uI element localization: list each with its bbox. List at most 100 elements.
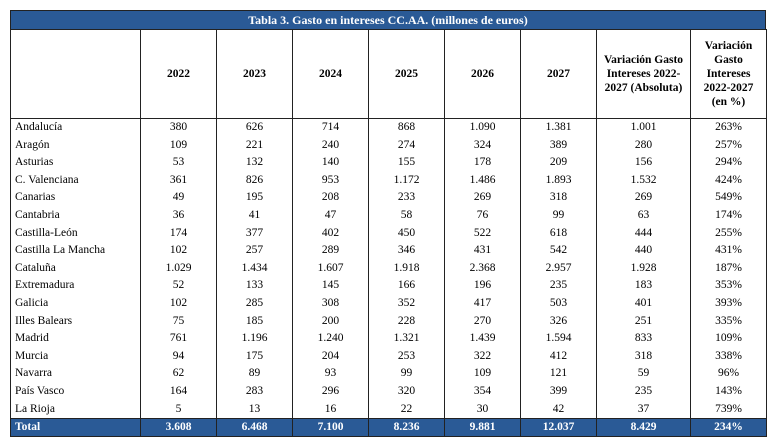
value-cell: 93 [292,365,369,383]
value-cell: 549% [690,189,767,207]
table-row: Andalucía 380 626 714 868 1.090 1.381 1.001 263% [10,118,767,137]
header-cell: 2022 [140,29,217,119]
value-cell: 269 [596,189,691,207]
header-cell: Variación Gasto Intereses 2022-2027 (Abs… [596,29,691,119]
value-cell: 251 [596,312,691,331]
value-cell: 626 [216,118,293,137]
value-cell: 49 [140,189,217,207]
value-cell: 140 [292,154,369,172]
table-row: Illes Balears 75 185 200 228 270 326 251 335% [10,312,767,331]
region-name: Illes Balears [10,312,141,331]
value-cell: 121 [520,365,597,383]
region-name: Murcia [10,347,141,366]
value-cell: 204 [292,347,369,366]
value-cell: 166 [368,277,445,295]
value-cell: 402 [292,224,369,243]
value-cell: 1.196 [216,330,293,348]
region-name: Galicia [10,294,141,313]
value-cell: 322 [444,347,521,366]
value-cell: 335% [690,312,767,331]
value-cell: 361 [140,171,217,190]
header-cell: 2024 [292,29,369,119]
value-cell: 99 [368,365,445,383]
value-cell: 228 [368,312,445,331]
value-cell: 346 [368,242,445,260]
region-name: Cataluña [10,259,141,278]
value-cell: 1.240 [292,330,369,348]
value-cell: 294% [690,154,767,172]
value-cell: 235 [520,277,597,295]
table-row: Asturias 53 132 140 155 178 209 156 294% [10,154,767,172]
region-name: Asturias [10,154,141,172]
value-cell: 353% [690,277,767,295]
header-cell: 2025 [368,29,445,119]
table-row: Castilla-León 174 377 402 450 522 618 444 255% [10,224,767,243]
value-cell: 1.001 [596,118,691,137]
value-cell: 440 [596,242,691,260]
value-cell: 255% [690,224,767,243]
value-cell: 1.321 [368,330,445,348]
value-cell: 9.881 [444,418,521,438]
header-cell: 2023 [216,29,293,119]
value-cell: 269 [444,189,521,207]
value-cell: 89 [216,365,293,383]
value-cell: 235 [596,382,691,401]
value-cell: 63 [596,206,691,225]
value-cell: 338% [690,347,767,366]
value-cell: 12.037 [520,418,597,438]
value-cell: 42 [520,400,597,419]
table-row: Madrid 761 1.196 1.240 1.321 1.439 1.594 833 109… [10,330,767,348]
value-cell: 401 [596,294,691,313]
value-cell: 320 [368,382,445,401]
value-cell: 399 [520,382,597,401]
value-cell: 1.381 [520,118,597,137]
value-cell: 58 [368,206,445,225]
value-cell: 156 [596,154,691,172]
value-cell: 8.236 [368,418,445,438]
value-cell: 257% [690,136,767,155]
total-label: Total [10,418,141,438]
value-cell: 75 [140,312,217,331]
table-row: País Vasco 164 283 296 320 354 399 235 143% [10,382,767,401]
region-name: Madrid [10,330,141,348]
value-cell: 1.439 [444,330,521,348]
value-cell: 424% [690,171,767,190]
table-row: Galicia 102 285 308 352 417 503 401 393% [10,294,767,313]
value-cell: 96% [690,365,767,383]
data-table: 2022 2023 2024 2025 2026 2027 Variación … [10,29,767,438]
value-cell: 195 [216,189,293,207]
table-row: Aragón 109 221 240 274 324 389 280 257% [10,136,767,155]
value-cell: 739% [690,400,767,419]
value-cell: 296 [292,382,369,401]
value-cell: 62 [140,365,217,383]
value-cell: 185 [216,312,293,331]
value-cell: 285 [216,294,293,313]
value-cell: 16 [292,400,369,419]
value-cell: 233 [368,189,445,207]
header-cell: 2027 [520,29,597,119]
value-cell: 1.594 [520,330,597,348]
value-cell: 714 [292,118,369,137]
value-cell: 52 [140,277,217,295]
value-cell: 47 [292,206,369,225]
value-cell: 377 [216,224,293,243]
value-cell: 274 [368,136,445,155]
value-cell: 953 [292,171,369,190]
value-cell: 174 [140,224,217,243]
value-cell: 109 [444,365,521,383]
table-row: La Rioja 5 13 16 22 30 42 37 739% [10,400,767,419]
value-cell: 431% [690,242,767,260]
value-cell: 283 [216,382,293,401]
value-cell: 200 [292,312,369,331]
region-name: Extremadura [10,277,141,295]
value-cell: 196 [444,277,521,295]
region-name: País Vasco [10,382,141,401]
value-cell: 280 [596,136,691,155]
value-cell: 234% [690,418,767,438]
value-cell: 380 [140,118,217,137]
region-name: Canarias [10,189,141,207]
value-cell: 1.532 [596,171,691,190]
header-cell: 2026 [444,29,521,119]
value-cell: 37 [596,400,691,419]
table-row: Extremadura 52 133 145 166 196 235 183 353% [10,277,767,295]
